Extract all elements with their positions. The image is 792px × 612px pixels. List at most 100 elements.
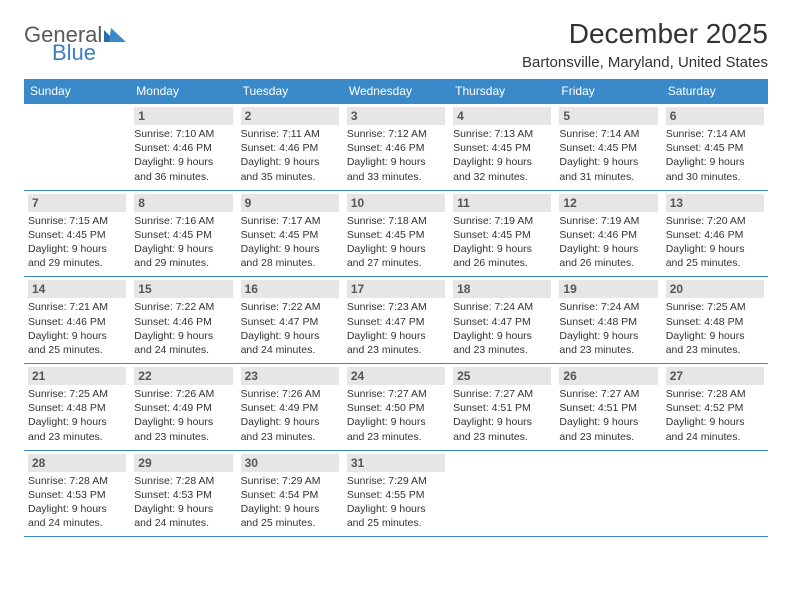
- day-number: 20: [666, 280, 764, 298]
- calendar-week-row: 14Sunrise: 7:21 AMSunset: 4:46 PMDayligh…: [24, 277, 768, 364]
- day-details: Sunrise: 7:27 AMSunset: 4:51 PMDaylight:…: [559, 387, 657, 444]
- day-details: Sunrise: 7:13 AMSunset: 4:45 PMDaylight:…: [453, 127, 551, 184]
- calendar-day-cell: 23Sunrise: 7:26 AMSunset: 4:49 PMDayligh…: [237, 364, 343, 451]
- dow-header: Wednesday: [343, 79, 449, 104]
- calendar-week-row: 28 Sunrise: 7:28 AMSunset: 4:53 PMDayligh…: [24, 450, 768, 537]
- day-details: Sunrise: 7:20 AMSunset: 4:46 PMDaylight:…: [666, 214, 764, 271]
- day-details: Sunrise: 7:22 AMSunset: 4:47 PMDaylight:…: [241, 300, 339, 357]
- dow-header: Monday: [130, 79, 236, 104]
- day-details: Sunrise: 7:24 AMSunset: 4:48 PMDaylight:…: [559, 300, 657, 357]
- day-number: 2: [241, 107, 339, 125]
- day-details: Sunrise: 7:19 AMSunset: 4:45 PMDaylight:…: [453, 214, 551, 271]
- day-details: Sunrise: 7:14 AMSunset: 4:45 PMDaylight:…: [559, 127, 657, 184]
- day-number: 30: [241, 454, 339, 472]
- calendar-day-cell: 28 Sunrise: 7:28 AMSunset: 4:53 PMDayligh…: [24, 450, 130, 537]
- calendar-day-cell: 25 Sunrise: 7:27 AMSunset: 4:51 PMDayligh…: [449, 364, 555, 451]
- day-number: 27: [666, 367, 764, 385]
- calendar-day-cell: 15 Sunrise: 7:22 AMSunset: 4:46 PMDayligh…: [130, 277, 236, 364]
- calendar-empty-cell: [662, 450, 768, 537]
- calendar-day-cell: 18Sunrise: 7:24 AMSunset: 4:47 PMDayligh…: [449, 277, 555, 364]
- day-number: 18: [453, 280, 551, 298]
- day-details: Sunrise: 7:25 AMSunset: 4:48 PMDaylight:…: [28, 387, 126, 444]
- calendar-week-row: 7 Sunrise: 7:15 AMSunset: 4:45 PMDaylight…: [24, 190, 768, 277]
- day-number: 14: [28, 280, 126, 298]
- day-number: 22: [134, 367, 232, 385]
- calendar-empty-cell: [24, 104, 130, 191]
- day-details: Sunrise: 7:11 AMSunset: 4:46 PMDaylight:…: [241, 127, 339, 184]
- calendar-day-cell: 11 Sunrise: 7:19 AMSunset: 4:45 PMDayligh…: [449, 190, 555, 277]
- day-number: 29: [134, 454, 232, 472]
- calendar-day-cell: 1 Sunrise: 7:10 AMSunset: 4:46 PMDaylight…: [130, 104, 236, 191]
- day-number: 10: [347, 194, 445, 212]
- calendar-day-cell: 16 Sunrise: 7:22 AMSunset: 4:47 PMDayligh…: [237, 277, 343, 364]
- day-details: Sunrise: 7:10 AMSunset: 4:46 PMDaylight:…: [134, 127, 232, 184]
- calendar-day-cell: 29 Sunrise: 7:28 AMSunset: 4:53 PMDayligh…: [130, 450, 236, 537]
- day-details: Sunrise: 7:28 AMSunset: 4:52 PMDaylight:…: [666, 387, 764, 444]
- day-number: 13: [666, 194, 764, 212]
- day-details: Sunrise: 7:14 AMSunset: 4:45 PMDaylight:…: [666, 127, 764, 184]
- logo: GeneralBlue: [24, 18, 126, 64]
- calendar-day-cell: 12Sunrise: 7:19 AMSunset: 4:46 PMDayligh…: [555, 190, 661, 277]
- calendar-day-cell: 7 Sunrise: 7:15 AMSunset: 4:45 PMDaylight…: [24, 190, 130, 277]
- calendar-day-cell: 8Sunrise: 7:16 AMSunset: 4:45 PMDaylight…: [130, 190, 236, 277]
- day-number: 1: [134, 107, 232, 125]
- day-number: 16: [241, 280, 339, 298]
- day-details: Sunrise: 7:29 AMSunset: 4:54 PMDaylight:…: [241, 474, 339, 531]
- day-number: 5: [559, 107, 657, 125]
- day-details: Sunrise: 7:22 AMSunset: 4:46 PMDaylight:…: [134, 300, 232, 357]
- calendar-table: Sunday Monday Tuesday Wednesday Thursday…: [24, 79, 768, 537]
- day-number: 26: [559, 367, 657, 385]
- calendar-week-row: 21Sunrise: 7:25 AMSunset: 4:48 PMDayligh…: [24, 364, 768, 451]
- calendar-day-cell: 2 Sunrise: 7:11 AMSunset: 4:46 PMDaylight…: [237, 104, 343, 191]
- day-details: Sunrise: 7:18 AMSunset: 4:45 PMDaylight:…: [347, 214, 445, 271]
- day-details: Sunrise: 7:25 AMSunset: 4:48 PMDaylight:…: [666, 300, 764, 357]
- day-number: 4: [453, 107, 551, 125]
- day-details: Sunrise: 7:26 AMSunset: 4:49 PMDaylight:…: [241, 387, 339, 444]
- title-block: December 2025 Bartonsville, Maryland, Un…: [522, 18, 768, 71]
- dow-header: Friday: [555, 79, 661, 104]
- calendar-day-cell: 22 Sunrise: 7:26 AMSunset: 4:49 PMDayligh…: [130, 364, 236, 451]
- day-details: Sunrise: 7:12 AMSunset: 4:46 PMDaylight:…: [347, 127, 445, 184]
- calendar-day-cell: 4 Sunrise: 7:13 AMSunset: 4:45 PMDaylight…: [449, 104, 555, 191]
- day-details: Sunrise: 7:28 AMSunset: 4:53 PMDaylight:…: [28, 474, 126, 531]
- calendar-day-cell: 20 Sunrise: 7:25 AMSunset: 4:48 PMDayligh…: [662, 277, 768, 364]
- calendar-day-cell: 24Sunrise: 7:27 AMSunset: 4:50 PMDayligh…: [343, 364, 449, 451]
- calendar-day-cell: 30 Sunrise: 7:29 AMSunset: 4:54 PMDayligh…: [237, 450, 343, 537]
- header: GeneralBlue December 2025 Bartonsville, …: [24, 18, 768, 71]
- location-text: Bartonsville, Maryland, United States: [522, 54, 768, 71]
- calendar-day-cell: 21Sunrise: 7:25 AMSunset: 4:48 PMDayligh…: [24, 364, 130, 451]
- day-details: Sunrise: 7:17 AMSunset: 4:45 PMDaylight:…: [241, 214, 339, 271]
- calendar-day-cell: 31Sunrise: 7:29 AMSunset: 4:55 PMDayligh…: [343, 450, 449, 537]
- day-number: 28: [28, 454, 126, 472]
- dow-header-row: Sunday Monday Tuesday Wednesday Thursday…: [24, 79, 768, 104]
- day-number: 6: [666, 107, 764, 125]
- page-title: December 2025: [522, 18, 768, 50]
- calendar-day-cell: 19 Sunrise: 7:24 AMSunset: 4:48 PMDayligh…: [555, 277, 661, 364]
- calendar-day-cell: 6 Sunrise: 7:14 AMSunset: 4:45 PMDaylight…: [662, 104, 768, 191]
- calendar-day-cell: 26 Sunrise: 7:27 AMSunset: 4:51 PMDayligh…: [555, 364, 661, 451]
- calendar-week-row: 1 Sunrise: 7:10 AMSunset: 4:46 PMDaylight…: [24, 104, 768, 191]
- dow-header: Sunday: [24, 79, 130, 104]
- day-number: 8: [134, 194, 232, 212]
- day-details: Sunrise: 7:26 AMSunset: 4:49 PMDaylight:…: [134, 387, 232, 444]
- day-details: Sunrise: 7:27 AMSunset: 4:50 PMDaylight:…: [347, 387, 445, 444]
- day-number: 25: [453, 367, 551, 385]
- day-number: 19: [559, 280, 657, 298]
- calendar-day-cell: 14Sunrise: 7:21 AMSunset: 4:46 PMDayligh…: [24, 277, 130, 364]
- day-number: 15: [134, 280, 232, 298]
- dow-header: Saturday: [662, 79, 768, 104]
- day-details: Sunrise: 7:29 AMSunset: 4:55 PMDaylight:…: [347, 474, 445, 531]
- day-details: Sunrise: 7:28 AMSunset: 4:53 PMDaylight:…: [134, 474, 232, 531]
- calendar-day-cell: 10 Sunrise: 7:18 AMSunset: 4:45 PMDayligh…: [343, 190, 449, 277]
- day-number: 11: [453, 194, 551, 212]
- day-number: 17: [347, 280, 445, 298]
- day-number: 7: [28, 194, 126, 212]
- calendar-day-cell: 5 Sunrise: 7:14 AMSunset: 4:45 PMDaylight…: [555, 104, 661, 191]
- day-number: 9: [241, 194, 339, 212]
- dow-header: Thursday: [449, 79, 555, 104]
- logo-text-blue: Blue: [52, 42, 126, 64]
- day-details: Sunrise: 7:15 AMSunset: 4:45 PMDaylight:…: [28, 214, 126, 271]
- calendar-day-cell: 13 Sunrise: 7:20 AMSunset: 4:46 PMDayligh…: [662, 190, 768, 277]
- day-details: Sunrise: 7:27 AMSunset: 4:51 PMDaylight:…: [453, 387, 551, 444]
- day-number: 12: [559, 194, 657, 212]
